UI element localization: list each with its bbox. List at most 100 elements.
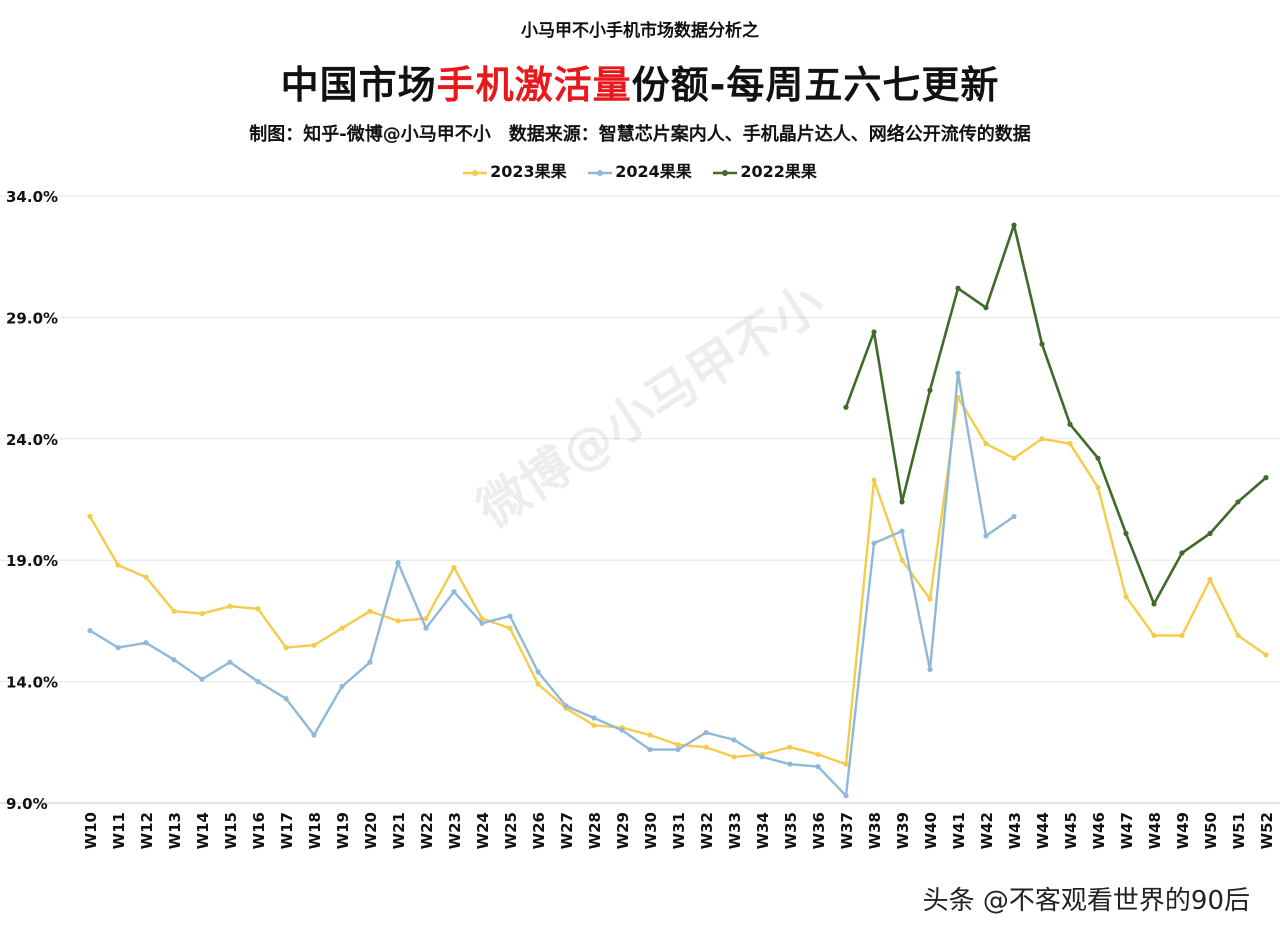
data-point <box>311 642 317 648</box>
data-point <box>479 620 485 626</box>
x-tick-label: W45 <box>1062 812 1080 849</box>
data-point <box>367 608 373 614</box>
watermark-text: 微博@小马甲不小 <box>466 272 834 539</box>
credits-author: 制图：知乎-微博@小马甲不小 <box>249 124 491 145</box>
data-point <box>479 615 485 622</box>
x-tick-label: W28 <box>586 812 604 849</box>
x-tick-label: W19 <box>334 812 352 849</box>
data-point <box>1207 530 1213 537</box>
data-point <box>871 540 877 546</box>
data-point <box>955 370 961 376</box>
data-point <box>171 608 177 614</box>
x-tick-label: W14 <box>194 812 212 849</box>
data-point <box>1011 222 1017 228</box>
x-tick-label: W20 <box>362 812 380 849</box>
y-axis-ticks: 34.0% 29.0% 24.0% 19.0% 14.0% 9.0% <box>6 188 58 813</box>
data-point <box>395 618 401 624</box>
title-part-2: 份额-每周五六七更新 <box>631 63 1000 107</box>
data-point <box>899 499 905 505</box>
data-point <box>227 603 233 609</box>
data-point <box>843 761 849 767</box>
x-axis-ticks: W10 W11 W12 W13 W14 W15 W16 W17 W18 W19 W20 W21 W22 W… <box>82 812 1276 849</box>
data-point <box>899 557 905 563</box>
legend-label-2022: 2022果果 <box>740 162 817 181</box>
data-point <box>451 564 457 571</box>
data-point <box>311 732 317 738</box>
legend-item-2022: 2022果果 <box>713 158 817 182</box>
x-tick-label: W49 <box>1174 812 1192 849</box>
x-tick-label: W29 <box>614 812 632 849</box>
series-line-2 <box>844 223 1267 606</box>
data-point <box>283 695 289 702</box>
data-point <box>227 659 233 665</box>
data-point <box>731 754 737 760</box>
x-tick-label: W35 <box>782 812 800 849</box>
data-point <box>87 513 93 520</box>
data-point <box>843 404 849 410</box>
gridlines <box>0 195 1280 804</box>
data-point <box>815 763 821 770</box>
y-tick-label: 29.0% <box>6 309 58 327</box>
x-tick-label: W12 <box>138 812 156 849</box>
x-tick-label: W41 <box>950 812 968 849</box>
data-point <box>815 751 821 758</box>
x-tick-label: W33 <box>726 812 744 849</box>
y-tick-label: 24.0% <box>6 431 58 449</box>
title-highlight: 手机激活量 <box>436 63 632 107</box>
x-tick-label: W48 <box>1146 812 1164 849</box>
x-tick-label: W16 <box>250 812 268 849</box>
x-tick-label: W50 <box>1202 812 1220 849</box>
data-point <box>1095 455 1101 461</box>
data-point <box>927 666 933 673</box>
data-point <box>647 732 653 738</box>
data-point <box>1067 441 1073 447</box>
chart-kicker: 小马甲不小手机市场数据分析之 <box>521 21 759 41</box>
x-tick-label: W36 <box>810 812 828 849</box>
legend-label-2024: 2024果果 <box>615 162 692 181</box>
data-point <box>591 715 597 721</box>
series-line-0 <box>88 396 1267 766</box>
x-tick-label: W40 <box>922 812 940 849</box>
x-tick-label: W38 <box>866 812 884 849</box>
series-line-1 <box>89 372 1015 797</box>
data-point <box>1207 577 1213 583</box>
x-tick-label: W52 <box>1258 812 1276 849</box>
data-point <box>1039 341 1045 347</box>
data-point <box>983 441 989 447</box>
data-point <box>843 793 849 799</box>
x-tick-label: W18 <box>306 812 324 849</box>
series-layer <box>87 222 1269 799</box>
data-point <box>423 615 429 622</box>
x-tick-label: W21 <box>390 812 408 849</box>
data-point <box>675 742 681 748</box>
x-tick-label: W47 <box>1118 812 1136 849</box>
data-point <box>143 640 149 646</box>
data-point <box>1151 632 1157 639</box>
data-point <box>171 657 177 663</box>
data-point <box>451 589 457 595</box>
data-point <box>563 703 569 709</box>
data-point <box>591 722 597 728</box>
data-point <box>787 761 793 767</box>
x-tick-label: W32 <box>698 812 716 849</box>
x-tick-label: W23 <box>446 812 464 849</box>
data-point <box>507 625 513 631</box>
data-point <box>955 285 961 291</box>
data-point <box>1263 652 1269 658</box>
data-point <box>1235 632 1241 639</box>
x-tick-label: W42 <box>978 812 996 849</box>
x-tick-label: W46 <box>1090 812 1108 849</box>
data-point <box>983 305 989 311</box>
watermark: 微博@小马甲不小 <box>466 272 834 539</box>
data-point <box>927 387 933 393</box>
data-point <box>871 477 877 483</box>
x-tick-label: W24 <box>474 812 492 849</box>
data-point <box>647 746 653 753</box>
x-tick-label: W39 <box>894 812 912 849</box>
x-tick-label: W13 <box>166 812 184 849</box>
chart-title: 中国市场手机激活量份额-每周五六七更新 <box>0 54 1280 109</box>
data-point <box>1095 484 1101 490</box>
data-point <box>1011 513 1017 520</box>
data-point <box>283 645 289 651</box>
